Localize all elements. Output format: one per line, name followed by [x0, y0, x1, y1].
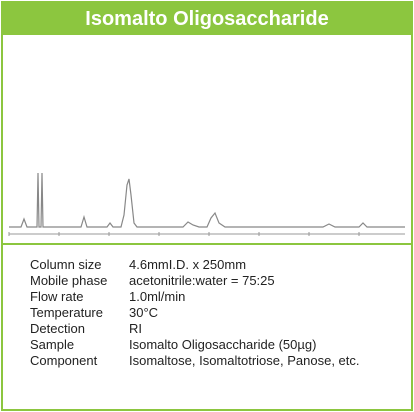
condition-row: Flow rate 1.0ml/min [30, 289, 360, 305]
axis-ticks [8, 232, 360, 236]
condition-value: Isomaltose, Isomaltotriose, Panose, etc. [129, 353, 360, 368]
condition-value: RI [129, 321, 142, 336]
condition-row: Column size 4.6mmI.D. x 250mm [30, 257, 360, 273]
condition-row: Temperature 30°C [30, 305, 360, 321]
trace [9, 172, 405, 228]
condition-row: Mobile phase acetonitrile:water = 75:25 [30, 273, 360, 289]
condition-label: Detection [30, 321, 85, 336]
condition-row: Detection RI [30, 321, 360, 337]
condition-value: Isomalto Oligosaccharide (50µg) [129, 337, 317, 352]
condition-label: Flow rate [30, 289, 84, 304]
condition-label: Mobile phase [30, 273, 108, 288]
chromatogram [8, 172, 405, 236]
divider [3, 243, 411, 245]
condition-row: Component Isomaltose, Isomaltotriose, Pan… [30, 353, 360, 369]
condition-value: acetonitrile:water = 75:25 [129, 273, 275, 288]
conditions: Column size 4.6mmI.D. x 250mm Mobile phase… [30, 257, 360, 369]
condition-value: 4.6mmI.D. x 250mm [129, 257, 247, 272]
condition-label: Sample [30, 337, 75, 352]
condition-value: 30°C [129, 305, 159, 320]
condition-label: Component [30, 353, 98, 368]
condition-label: Temperature [30, 305, 103, 320]
title: Isomalto Oligosaccharide [3, 3, 411, 35]
condition-row: Sample Isomalto Oligosaccharide (50µg) [30, 337, 360, 353]
condition-label: Column size [30, 257, 102, 272]
condition-value: 1.0ml/min [129, 289, 186, 304]
